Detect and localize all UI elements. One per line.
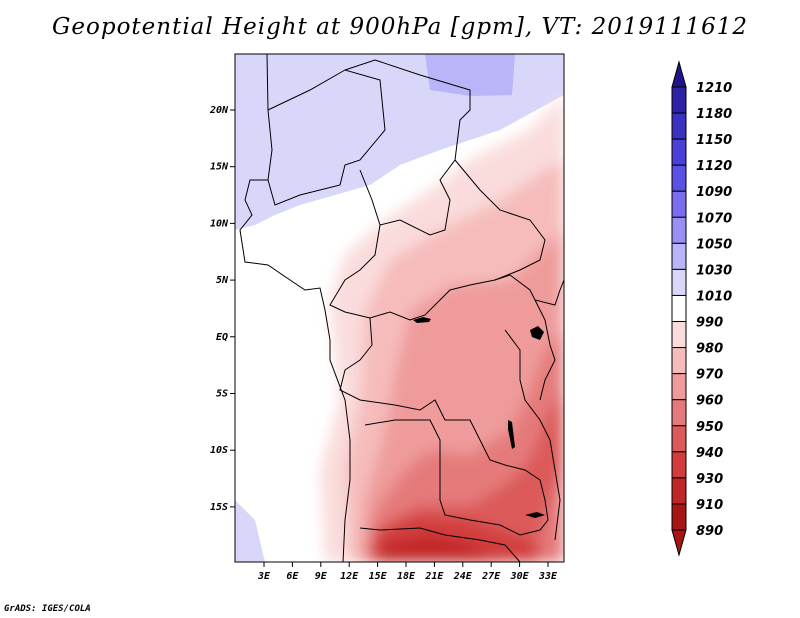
field-1010-south — [235, 500, 265, 562]
colorbar-segment — [671, 190, 687, 218]
lat-tick-label: 15N — [210, 162, 229, 173]
colorbar-label: 1210 — [696, 81, 732, 96]
colorbar-label: 990 — [696, 316, 723, 331]
colorbar-segment — [671, 242, 687, 270]
colorbar-label: 1050 — [696, 237, 732, 252]
map-frame — [234, 53, 565, 563]
colorbar-label: 1090 — [696, 185, 732, 200]
colorbar-segment — [671, 373, 687, 401]
lon-tick-label: 27E — [481, 571, 501, 582]
colorbar-label: 890 — [696, 524, 723, 539]
colorbar-segment — [671, 503, 687, 531]
longitude-ticks: 3E 6E 9E 12E 15E 18E 21E 24E 27E 30E 33E — [257, 562, 558, 582]
lon-tick-label: 6E — [286, 571, 299, 582]
lat-tick-label: 10S — [210, 445, 228, 456]
lat-tick-label: 10N — [210, 218, 229, 229]
colorbar-label: 1120 — [696, 159, 732, 174]
colorbar-label: 950 — [696, 420, 723, 435]
colorbar-segment — [671, 347, 687, 375]
colorbar-segment — [671, 425, 687, 453]
colorbar-segment — [671, 321, 687, 349]
lon-tick-label: 9E — [315, 571, 328, 582]
lon-tick-label: 15E — [369, 571, 388, 582]
colorbar-label: 980 — [696, 342, 723, 357]
lon-tick-label: 3E — [257, 571, 271, 582]
colorbar-segment — [671, 60, 687, 88]
colorbar-label: 960 — [696, 394, 723, 409]
country-borders — [239, 54, 564, 562]
colorbar-segment — [671, 399, 687, 427]
colorbar-segment — [671, 216, 687, 244]
colorbar-segment — [671, 529, 687, 557]
lon-tick-label: 30E — [510, 571, 530, 582]
lakes — [413, 317, 545, 518]
lat-tick-label: 15S — [210, 502, 228, 513]
map-title: Geopotential Height at 900hPa [gpm], VT:… — [52, 14, 748, 40]
colorbar-label: 1010 — [696, 289, 732, 304]
footer-credit: GrADS: IGES/COLA — [4, 604, 91, 614]
colorbar-segment — [671, 268, 687, 296]
lon-tick-label: 21E — [424, 571, 444, 582]
colorbar-label: 1180 — [696, 107, 732, 122]
colorbar-label: 930 — [696, 472, 723, 487]
colorbar-segment — [671, 451, 687, 479]
colorbar-segment — [671, 138, 687, 166]
lon-tick-label: 18E — [397, 571, 416, 582]
colorbar-label: 1030 — [696, 263, 732, 278]
colorbar: 1210 1180 1150 1120 1090 1070 1050 1030 1010 990 9… — [671, 60, 732, 557]
lat-tick-label: 5N — [216, 275, 229, 286]
colorbar-label: 1070 — [696, 211, 732, 226]
lon-tick-label: 33E — [538, 571, 558, 582]
colorbar-segment — [671, 294, 687, 323]
colorbar-label: 910 — [696, 498, 723, 513]
lon-tick-label: 12E — [340, 571, 359, 582]
lat-tick-label: EQ — [216, 332, 228, 343]
colorbar-segment — [671, 86, 687, 114]
lat-tick-label: 20N — [209, 105, 229, 116]
colorbar-segment — [671, 477, 687, 505]
colorbar-segment — [671, 112, 687, 140]
height-field — [235, 54, 564, 562]
lon-tick-label: 24E — [453, 571, 473, 582]
latitude-ticks: 20N 15N 10N 5N EQ 5S 10S 15S — [209, 105, 235, 513]
colorbar-label: 1150 — [696, 133, 732, 148]
colorbar-label: 940 — [696, 446, 723, 461]
field-1030 — [425, 54, 515, 96]
colorbar-label: 970 — [696, 368, 723, 383]
colorbar-segment — [671, 164, 687, 192]
lat-tick-label: 5S — [216, 389, 228, 400]
field-1010 — [235, 54, 564, 230]
